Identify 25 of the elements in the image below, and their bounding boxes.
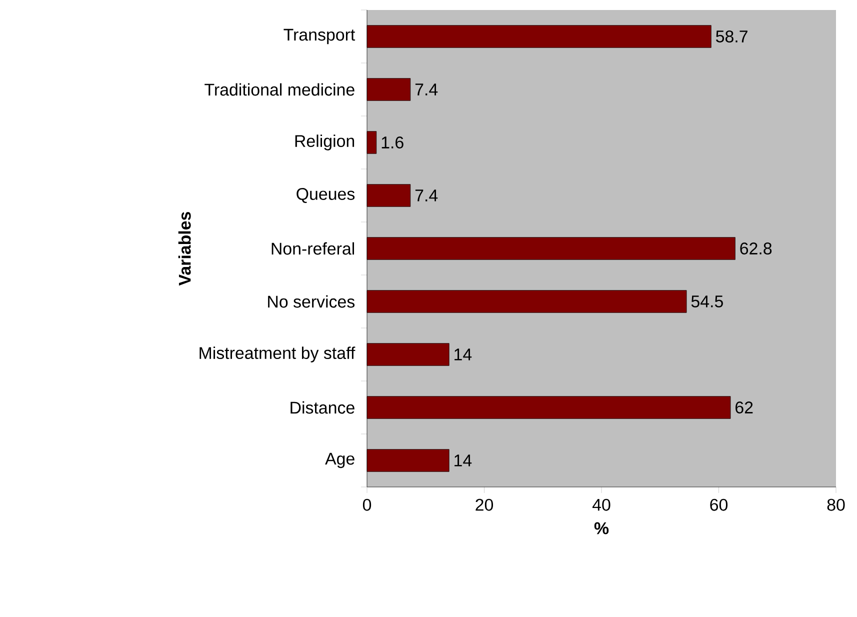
y-tick-label: Distance xyxy=(290,401,354,414)
data-label: 62 xyxy=(736,401,753,414)
data-label: 7.4 xyxy=(415,84,438,96)
x-tick-label: 80 xyxy=(827,498,845,511)
data-label: 1.6 xyxy=(382,136,404,148)
data-label: 58.7 xyxy=(716,30,748,42)
data-label: 14 xyxy=(454,454,472,466)
x-tick-label: 0 xyxy=(362,498,372,511)
y-tick-label: Religion xyxy=(295,134,354,150)
x-tick-label: 40 xyxy=(592,498,610,511)
y-tick-label: No services xyxy=(268,295,355,308)
x-axis-title: % xyxy=(594,522,609,534)
y-tick-label: Age xyxy=(325,452,354,468)
x-tick-label: 20 xyxy=(476,498,494,511)
data-label: 62.8 xyxy=(740,242,772,254)
data-label: 7.4 xyxy=(415,190,438,202)
y-tick-label: Mistreatment by staff xyxy=(200,346,356,362)
y-axis-title: Variables xyxy=(178,212,191,286)
x-tick-label: 60 xyxy=(710,498,728,511)
y-tick-label: Transport xyxy=(284,28,356,44)
y-tick-label: Non-referal xyxy=(272,242,354,255)
data-label: 14 xyxy=(454,348,472,360)
y-tick-label: Queues xyxy=(296,188,355,203)
data-label: 54.5 xyxy=(691,296,723,308)
y-tick-label: Traditional medicine xyxy=(204,83,354,96)
